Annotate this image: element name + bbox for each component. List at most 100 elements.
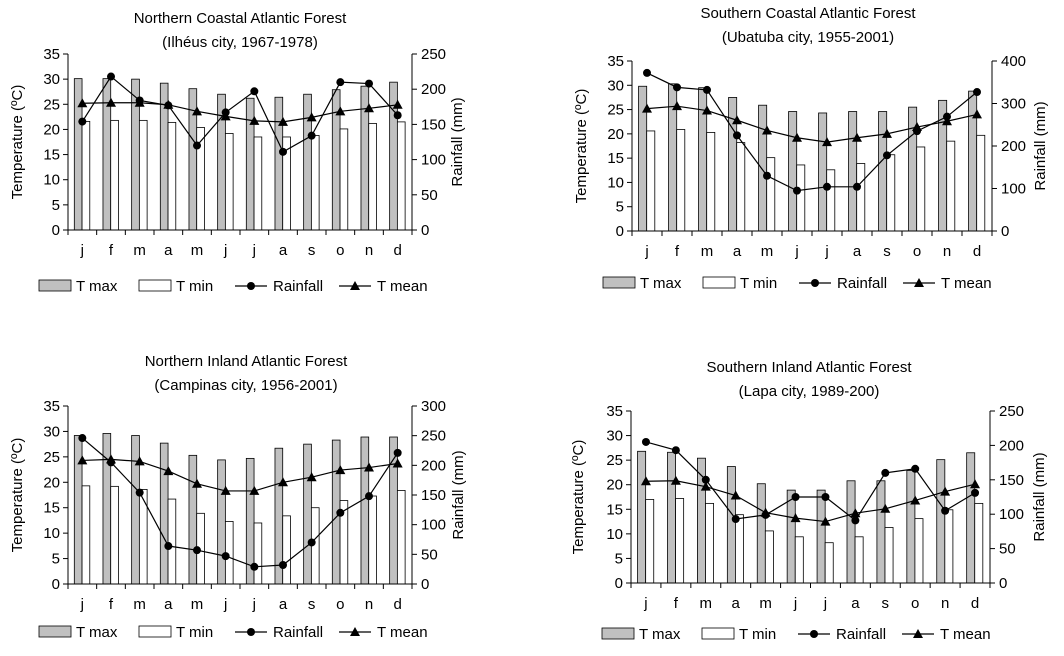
x-tick-label: a (164, 596, 173, 613)
x-tick-label: a (164, 242, 173, 259)
y-tick-label: 10 (606, 526, 623, 543)
y2-tick-label: 300 (1001, 96, 1026, 113)
x-tick-label: a (279, 596, 288, 613)
bar-tmin (368, 495, 377, 585)
rainfall-line (646, 72, 978, 192)
rainfall-point (703, 85, 711, 94)
y2-tick-label: 150 (999, 472, 1024, 489)
bar-tmin (396, 121, 406, 231)
tmean-point (790, 513, 801, 523)
y2-tick-label: 0 (421, 222, 429, 239)
legend-label-rainfall: Rainfall (836, 626, 886, 643)
chart-title: Southern Inland Atlantic Forest (706, 359, 912, 376)
tmean-line (82, 102, 398, 123)
tmean-point (760, 507, 771, 517)
legend-swatch-tmax (38, 279, 72, 292)
y-tick-label: 25 (607, 102, 624, 119)
y2-tick-label: 50 (421, 187, 438, 204)
x-tick-label: j (824, 243, 828, 260)
chart-title: Northern Inland Atlantic Forest (145, 353, 348, 370)
tmean-point (364, 462, 374, 472)
bar-tmax (968, 90, 978, 232)
tmean-point (970, 479, 981, 489)
tmean-point (364, 103, 374, 113)
x-tick-label: m (759, 595, 772, 612)
y-tick-label: 0 (52, 576, 60, 593)
y-tick-label: 25 (43, 96, 60, 113)
bar-tmax (848, 111, 858, 232)
y-tick-label: 10 (43, 172, 60, 189)
bar-tmin (675, 498, 685, 584)
legend-marker-rainfall (810, 630, 818, 638)
x-tick-label: d (973, 243, 981, 260)
tmean-point (732, 115, 742, 125)
bar-tmin (735, 514, 744, 584)
y-tick-label: 0 (615, 575, 623, 592)
rainfall-point (763, 171, 771, 180)
legend-marker-tmean (350, 627, 360, 636)
y-tick-label: 30 (607, 77, 624, 94)
y-tick-label: 5 (52, 197, 60, 214)
y2-axis-label: Rainfall (mm) (449, 97, 466, 186)
x-tick-label: s (883, 243, 891, 260)
y2-tick-label: 300 (421, 398, 446, 415)
bar-tmin (310, 135, 320, 231)
bar-tmax (876, 480, 886, 584)
legend-label-tmean: T mean (377, 624, 428, 641)
y2-tick-label: 150 (421, 487, 446, 504)
tmean-point (335, 465, 346, 475)
bar-tmin (339, 128, 349, 231)
legend-label-tmean: T mean (377, 278, 428, 295)
tmean-point (220, 485, 231, 495)
tmean-point (392, 99, 403, 109)
bar-tmin (944, 509, 954, 584)
chart-panel-3: Northern Inland Atlantic Forest (Campinas… (9, 353, 467, 641)
tmean-point (672, 101, 682, 111)
rainfall-line (81, 437, 399, 568)
bar-tmax (159, 442, 169, 585)
rainfall-point (671, 446, 680, 455)
tmean-point (306, 472, 317, 482)
y2-tick-label: 0 (999, 575, 1007, 592)
tmean-point (640, 476, 651, 486)
x-tick-label: f (109, 596, 114, 613)
bar-tmax (756, 483, 766, 584)
tmean-line (82, 458, 398, 492)
y-axis-label: Temperature (ºC) (570, 440, 587, 555)
y2-tick-label: 100 (421, 517, 446, 534)
y-tick-label: 20 (43, 474, 60, 491)
tmean-point (106, 454, 116, 464)
tmean-point (77, 455, 88, 465)
y-tick-label: 30 (606, 428, 623, 445)
tmean-point (249, 485, 260, 495)
y-tick-label: 20 (43, 121, 60, 138)
bar-tmin (167, 121, 177, 231)
legend: T max T min Rainfall T mean (602, 275, 992, 292)
bar-tmin (676, 129, 686, 232)
chart-subtitle: (Lapa city, 1989-200) (739, 383, 880, 400)
tmean-point (134, 97, 145, 107)
y-tick-label: 10 (43, 525, 60, 542)
y-tick-label: 5 (52, 551, 60, 568)
bar-tmax (906, 470, 916, 584)
x-tick-label: j (252, 596, 256, 613)
rainfall-point (336, 78, 345, 87)
bar-tmin (368, 122, 377, 231)
y-tick-label: 30 (43, 423, 60, 440)
rainfall-point (78, 117, 87, 126)
x-tick-label: s (308, 242, 316, 259)
x-tick-label: n (365, 596, 373, 613)
bar-tmin (764, 530, 774, 584)
rainfall-point (941, 506, 950, 515)
legend: T max T min Rainfall T mean (38, 278, 428, 295)
bar-tmax (73, 435, 83, 585)
legend-marker-tmean (350, 281, 360, 290)
y-tick-label: 20 (607, 126, 624, 143)
y-axis-label: Temperature (ºC) (9, 438, 26, 553)
x-tick-label: j (252, 242, 256, 259)
bar-tmin (167, 498, 177, 585)
y2-tick-label: 150 (421, 116, 446, 133)
y-tick-label: 30 (43, 71, 60, 88)
chart-title: Northern Coastal Atlantic Forest (134, 10, 347, 27)
